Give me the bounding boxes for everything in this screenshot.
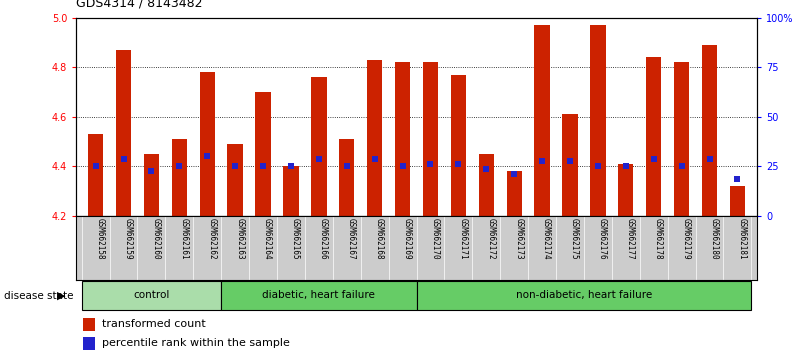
Text: GSM662175: GSM662175 <box>570 218 579 260</box>
Bar <box>82 281 221 310</box>
Bar <box>171 139 187 216</box>
Point <box>647 156 660 162</box>
Text: GSM662173: GSM662173 <box>514 218 523 260</box>
Bar <box>143 154 159 216</box>
Point <box>89 164 102 169</box>
Text: GSM662160: GSM662160 <box>151 218 160 260</box>
Text: transformed count: transformed count <box>102 319 206 329</box>
Text: GSM662162: GSM662162 <box>207 218 216 260</box>
Bar <box>506 171 522 216</box>
Point <box>284 164 297 169</box>
Bar <box>423 62 438 216</box>
Bar <box>311 77 327 216</box>
Bar <box>256 92 271 216</box>
Point <box>396 164 409 169</box>
Text: GSM662174: GSM662174 <box>542 218 551 260</box>
Bar <box>284 166 299 216</box>
Point <box>117 156 130 162</box>
Text: disease state: disease state <box>4 291 74 301</box>
Text: ▶: ▶ <box>57 291 66 301</box>
Bar <box>730 186 745 216</box>
Point <box>368 156 381 162</box>
Text: percentile rank within the sample: percentile rank within the sample <box>102 338 290 348</box>
Point <box>591 164 604 169</box>
Point <box>452 161 465 167</box>
Text: GDS4314 / 8143482: GDS4314 / 8143482 <box>76 0 203 10</box>
Point <box>508 171 521 177</box>
Bar <box>199 72 215 216</box>
Text: GSM662176: GSM662176 <box>598 218 607 260</box>
Bar <box>646 57 662 216</box>
Text: diabetic, heart failure: diabetic, heart failure <box>263 290 376 300</box>
Text: GSM662164: GSM662164 <box>263 218 272 260</box>
Bar <box>83 337 95 350</box>
Text: GSM662158: GSM662158 <box>95 218 105 260</box>
Point <box>312 156 325 162</box>
Point <box>619 164 632 169</box>
Bar <box>116 50 131 216</box>
Bar <box>417 281 751 310</box>
Bar <box>479 154 494 216</box>
Text: GSM662177: GSM662177 <box>626 218 635 260</box>
Point <box>536 159 549 164</box>
Bar <box>674 62 690 216</box>
Point <box>731 176 744 182</box>
Point <box>703 156 716 162</box>
Bar <box>221 281 417 310</box>
Point <box>173 164 186 169</box>
Point <box>145 169 158 174</box>
Text: non-diabetic, heart failure: non-diabetic, heart failure <box>516 290 652 300</box>
Text: GSM662167: GSM662167 <box>347 218 356 260</box>
Bar <box>451 75 466 216</box>
Text: GSM662179: GSM662179 <box>682 218 690 260</box>
Point <box>201 154 214 159</box>
Text: GSM662170: GSM662170 <box>430 218 440 260</box>
Point <box>480 166 493 172</box>
Bar <box>88 134 103 216</box>
Text: GSM662165: GSM662165 <box>291 218 300 260</box>
Bar <box>83 318 95 331</box>
Bar <box>367 60 382 216</box>
Bar <box>590 25 606 216</box>
Bar <box>395 62 410 216</box>
Point <box>229 164 242 169</box>
Point <box>424 161 437 167</box>
Text: GSM662163: GSM662163 <box>235 218 244 260</box>
Text: GSM662171: GSM662171 <box>458 218 467 260</box>
Point <box>564 159 577 164</box>
Text: GSM662181: GSM662181 <box>738 218 747 260</box>
Text: GSM662161: GSM662161 <box>179 218 188 260</box>
Text: GSM662159: GSM662159 <box>123 218 132 260</box>
Text: GSM662172: GSM662172 <box>486 218 495 260</box>
Point <box>340 164 353 169</box>
Bar <box>562 114 578 216</box>
Point <box>675 164 688 169</box>
Bar <box>339 139 354 216</box>
Bar <box>618 164 634 216</box>
Text: GSM662178: GSM662178 <box>654 218 662 260</box>
Text: GSM662180: GSM662180 <box>710 218 718 260</box>
Text: GSM662168: GSM662168 <box>375 218 384 260</box>
Text: GSM662166: GSM662166 <box>319 218 328 260</box>
Text: control: control <box>133 290 170 300</box>
Bar <box>227 144 243 216</box>
Bar <box>534 25 549 216</box>
Point <box>256 164 269 169</box>
Text: GSM662169: GSM662169 <box>403 218 412 260</box>
Bar <box>702 45 717 216</box>
